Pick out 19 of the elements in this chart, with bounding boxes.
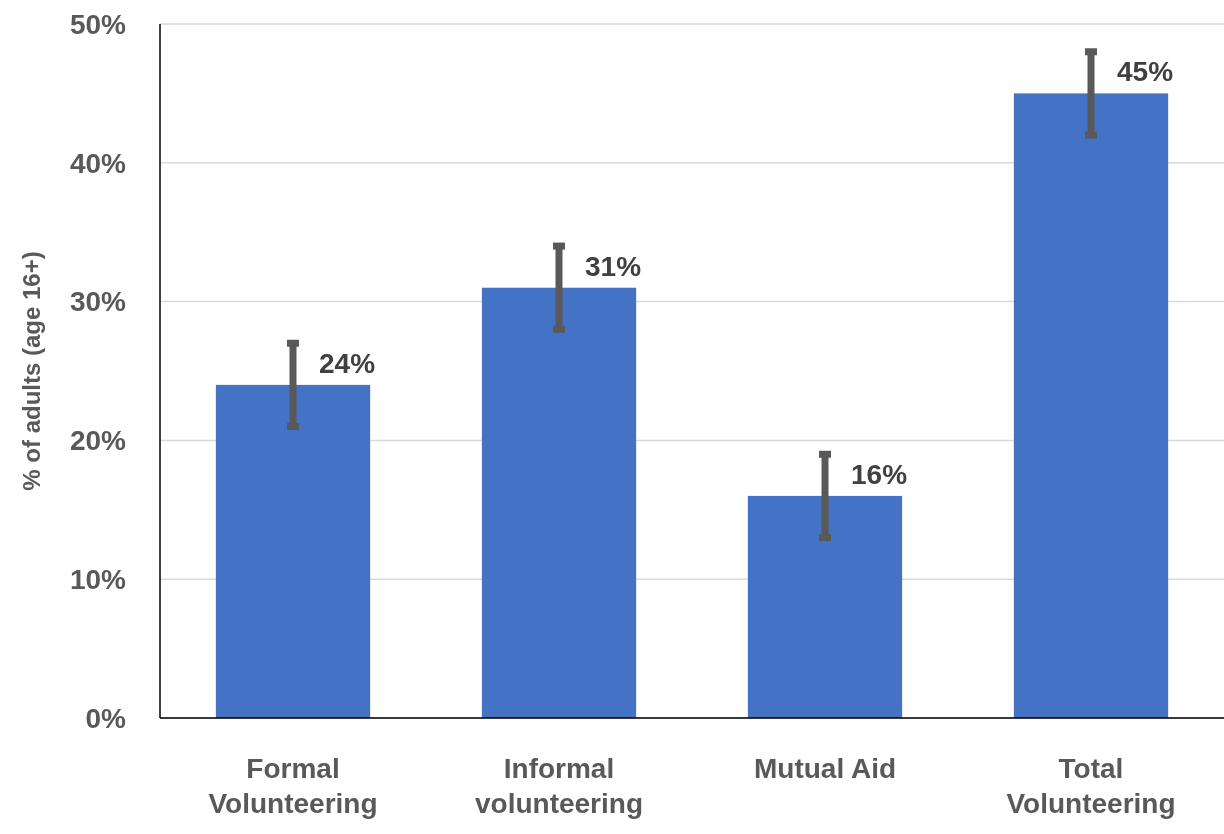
x-tick-label: Total Volunteering (1006, 753, 1176, 819)
y-tick-label: 20% (69, 425, 127, 457)
y-tick-label: 10% (69, 564, 127, 595)
x-tick-label: Informal volunteering (474, 753, 644, 819)
bar (747, 495, 903, 718)
y-tick-label: 0% (85, 702, 127, 734)
y-axis-title: % of adults (age 16+) (18, 251, 45, 491)
bar (481, 287, 637, 718)
x-tick-label: Formal Volunteering (208, 753, 378, 819)
x-tick-label: Mutual Aid (753, 753, 897, 784)
data-label: 45% (1117, 56, 1174, 88)
data-label: 16% (851, 458, 908, 490)
y-tick-label: 30% (69, 286, 127, 318)
bar (1013, 93, 1169, 718)
data-label: 24% (319, 347, 376, 379)
y-tick-label: 40% (69, 147, 127, 179)
y-tick-label: 50% (69, 8, 127, 40)
data-label: 31% (585, 250, 642, 282)
bar (215, 384, 371, 718)
